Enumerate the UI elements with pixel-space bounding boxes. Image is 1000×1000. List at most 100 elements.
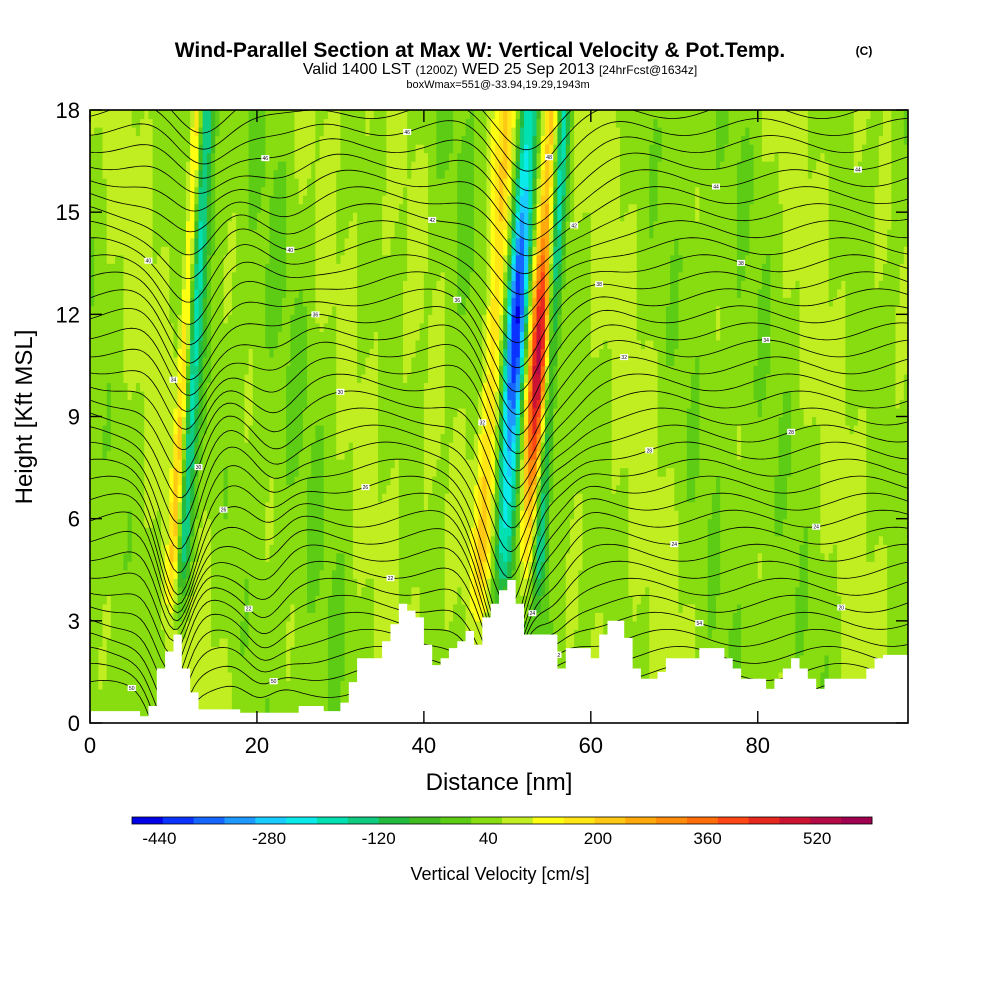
- heatmap-cell: [720, 527, 725, 537]
- heatmap-cell: [624, 603, 629, 613]
- heatmap-cell: [336, 680, 341, 690]
- heatmap-cell: [841, 612, 846, 622]
- heatmap-cell: [248, 680, 254, 690]
- heatmap-cell: [361, 578, 367, 588]
- heatmap-cell: [386, 501, 392, 511]
- heatmap-cell: [895, 552, 901, 562]
- heatmap-cell: [352, 654, 358, 664]
- heatmap-cell: [244, 552, 250, 562]
- heatmap-cell: [632, 637, 638, 647]
- heatmap-cell: [436, 518, 442, 528]
- heatmap-cell: [686, 612, 692, 622]
- heatmap-cell: [336, 688, 341, 699]
- heatmap-cell: [841, 518, 846, 528]
- heatmap-cell: [549, 603, 554, 613]
- heatmap-cell: [703, 544, 709, 554]
- heatmap-cell: [432, 518, 437, 528]
- heatmap-cell: [198, 629, 204, 639]
- heatmap-cell: [774, 510, 780, 520]
- heatmap-cell: [645, 603, 650, 613]
- heatmap-cell: [645, 586, 650, 596]
- heatmap-cell: [728, 578, 734, 588]
- heatmap-cell: [870, 654, 876, 664]
- heatmap-cell: [269, 637, 275, 647]
- heatmap-cell: [574, 629, 579, 639]
- heatmap-cell: [382, 552, 387, 562]
- heatmap-cell: [419, 561, 425, 571]
- heatmap-cell: [820, 544, 826, 554]
- heatmap-cell: [586, 535, 592, 545]
- heatmap-cell: [110, 544, 116, 554]
- heatmap-cell: [557, 629, 563, 639]
- heatmap-cell: [887, 578, 892, 588]
- heatmap-cell: [565, 612, 571, 622]
- heatmap-cell: [298, 680, 304, 690]
- heatmap-cell: [294, 688, 300, 699]
- heatmap-cell: [340, 663, 346, 673]
- heatmap-cell: [837, 561, 842, 571]
- heatmap-cell: [824, 654, 830, 664]
- heatmap-cell: [202, 646, 208, 656]
- heatmap-cell: [110, 620, 116, 630]
- heatmap-cell: [240, 680, 246, 690]
- heatmap-cell: [357, 544, 362, 554]
- heatmap-cell: [131, 629, 137, 639]
- heatmap-cell: [357, 527, 362, 537]
- heatmap-cell: [231, 527, 237, 537]
- heatmap-cell: [640, 646, 646, 656]
- heatmap-cell: [173, 603, 179, 613]
- heatmap-cell: [657, 620, 663, 630]
- heatmap-cell: [181, 646, 187, 656]
- heatmap-cell: [574, 552, 579, 562]
- heatmap-cell: [607, 578, 613, 588]
- heatmap-cell: [423, 612, 429, 622]
- heatmap-cell: [574, 612, 579, 622]
- heatmap-cell: [365, 578, 371, 588]
- heatmap-cell: [352, 561, 358, 571]
- heatmap-cell: [415, 510, 421, 520]
- heatmap-cell: [594, 561, 600, 571]
- heatmap-cell: [415, 535, 421, 545]
- heatmap-cell: [290, 552, 296, 562]
- heatmap-cell: [419, 501, 425, 511]
- heatmap-cell: [236, 569, 241, 579]
- heatmap-cell: [544, 527, 550, 537]
- heatmap-cell: [778, 578, 784, 588]
- heatmap-cell: [803, 586, 809, 596]
- heatmap-cell: [674, 544, 680, 554]
- heatmap-cell: [578, 637, 584, 647]
- heatmap-cell: [277, 603, 283, 613]
- heatmap-cell: [862, 612, 867, 622]
- heatmap-cell: [244, 595, 250, 605]
- heatmap-cell: [148, 637, 154, 647]
- heatmap-cell: [465, 595, 471, 605]
- heatmap-cell: [281, 603, 287, 613]
- heatmap-cell: [649, 518, 655, 528]
- heatmap-cell: [315, 654, 321, 664]
- heatmap-cell: [428, 569, 433, 579]
- heatmap-cell: [94, 510, 99, 520]
- heatmap-cell: [390, 603, 396, 613]
- heatmap-cell: [152, 603, 158, 613]
- heatmap-cell: [407, 561, 412, 571]
- heatmap-cell: [761, 586, 767, 596]
- heatmap-cell: [415, 612, 421, 622]
- heatmap-cell: [703, 510, 709, 520]
- heatmap-cell: [544, 544, 550, 554]
- heatmap-cell: [90, 629, 95, 639]
- heatmap-cell: [816, 552, 821, 562]
- heatmap-cell: [670, 612, 675, 622]
- heatmap-cell: [352, 552, 358, 562]
- heatmap-cell: [528, 603, 533, 613]
- heatmap-cell: [661, 654, 667, 664]
- heatmap-cell: [824, 510, 830, 520]
- heatmap-cell: [770, 680, 776, 690]
- heatmap-cell: [290, 637, 296, 647]
- heatmap-cell: [298, 663, 304, 673]
- heatmap-cell: [215, 518, 220, 528]
- heatmap-cell: [286, 569, 291, 579]
- heatmap-cell: [165, 595, 170, 605]
- heatmap-cell: [670, 578, 675, 588]
- heatmap-cell: [799, 510, 805, 520]
- heatmap-cell: [812, 578, 817, 588]
